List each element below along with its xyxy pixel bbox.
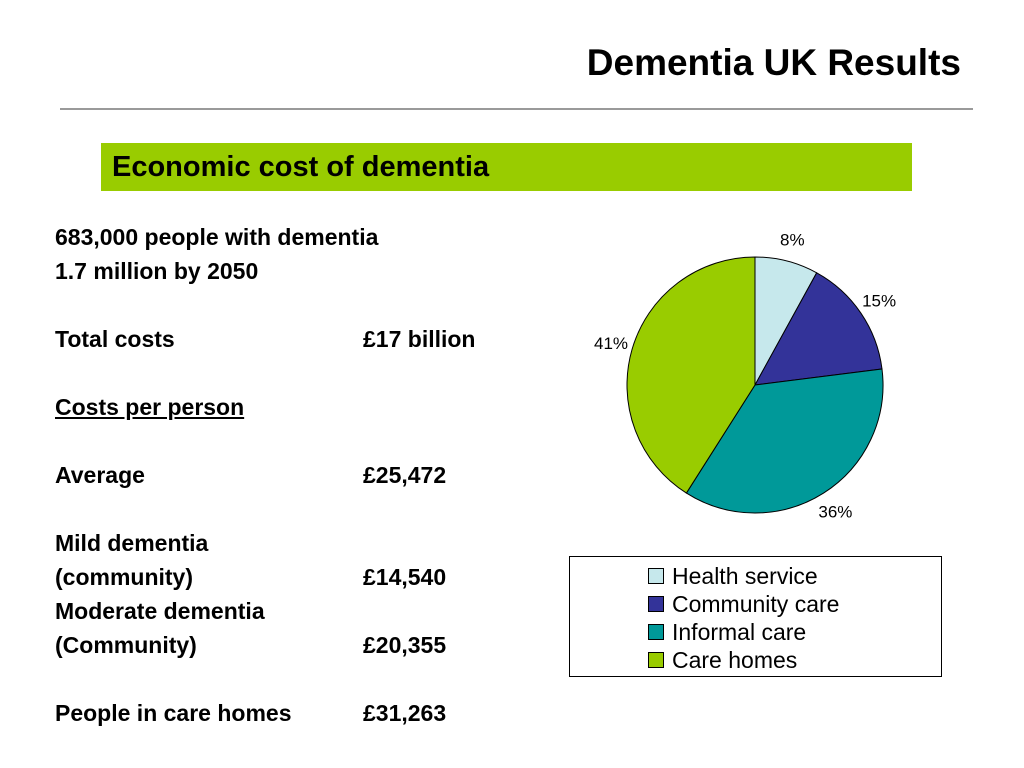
average-row: Average £25,472 xyxy=(55,458,525,492)
total-costs-value: £17 billion xyxy=(363,326,476,352)
legend-item-informal-care: Informal care xyxy=(648,618,806,646)
section-banner: Economic cost of dementia xyxy=(101,143,912,191)
moderate-row: (Community) £20,355 xyxy=(55,628,525,662)
legend-swatch xyxy=(648,596,664,612)
pie-chart: 8% 15% 36% 41% xyxy=(594,231,896,522)
average-value: £25,472 xyxy=(363,462,447,488)
total-costs-label: Total costs xyxy=(55,326,175,352)
banner-text: Economic cost of dementia xyxy=(112,151,490,183)
legend-label: Informal care xyxy=(672,618,807,645)
legend-item-health-service: Health service xyxy=(648,562,818,590)
people-line: 683,000 people with dementia xyxy=(55,224,379,250)
title-divider xyxy=(60,108,973,110)
pie-data-label: 15% xyxy=(862,292,896,311)
legend-item-care-homes: Care homes xyxy=(648,646,797,674)
moderate-value: £20,355 xyxy=(363,632,447,658)
total-costs-row: Total costs £17 billion xyxy=(55,322,525,356)
projection-line: 1.7 million by 2050 xyxy=(55,258,259,284)
legend-item-community-care: Community care xyxy=(648,590,839,618)
mild-label-2: (community) xyxy=(55,564,193,590)
legend-swatch xyxy=(648,568,664,584)
mild-row: (community) £14,540 xyxy=(55,560,525,594)
chart-legend: Health service Community care Informal c… xyxy=(569,556,942,677)
moderate-label-2: (Community) xyxy=(55,632,197,658)
mild-label-1: Mild dementia xyxy=(55,530,209,556)
care-homes-value: £31,263 xyxy=(363,700,447,726)
moderate-label-1: Moderate dementia xyxy=(55,598,265,624)
pie-slice-care-homes xyxy=(626,256,756,494)
care-homes-label: People in care homes xyxy=(55,700,292,726)
mild-value: £14,540 xyxy=(363,564,447,590)
per-person-heading-row: Costs per person xyxy=(55,390,525,424)
average-label: Average xyxy=(55,462,145,488)
pie-slice-informal-care xyxy=(685,368,884,514)
pie-data-label: 41% xyxy=(594,334,628,353)
moderate-label-row: Moderate dementia xyxy=(55,594,525,628)
pie-data-label: 36% xyxy=(818,503,852,522)
legend-label: Community care xyxy=(672,590,840,617)
slide-title: Dementia UK Results xyxy=(586,42,961,83)
facts-panel: 683,000 people with dementia 1.7 million… xyxy=(55,220,525,730)
legend-swatch xyxy=(648,652,664,668)
legend-label: Care homes xyxy=(672,646,798,673)
mild-label-row: Mild dementia xyxy=(55,526,525,560)
legend-swatch xyxy=(648,624,664,640)
pie-data-label: 8% xyxy=(780,231,805,250)
legend-label: Health service xyxy=(672,562,818,589)
care-homes-row: People in care homes £31,263 xyxy=(55,696,525,730)
pie-slice-community-care xyxy=(754,272,883,386)
per-person-heading: Costs per person xyxy=(55,394,245,420)
